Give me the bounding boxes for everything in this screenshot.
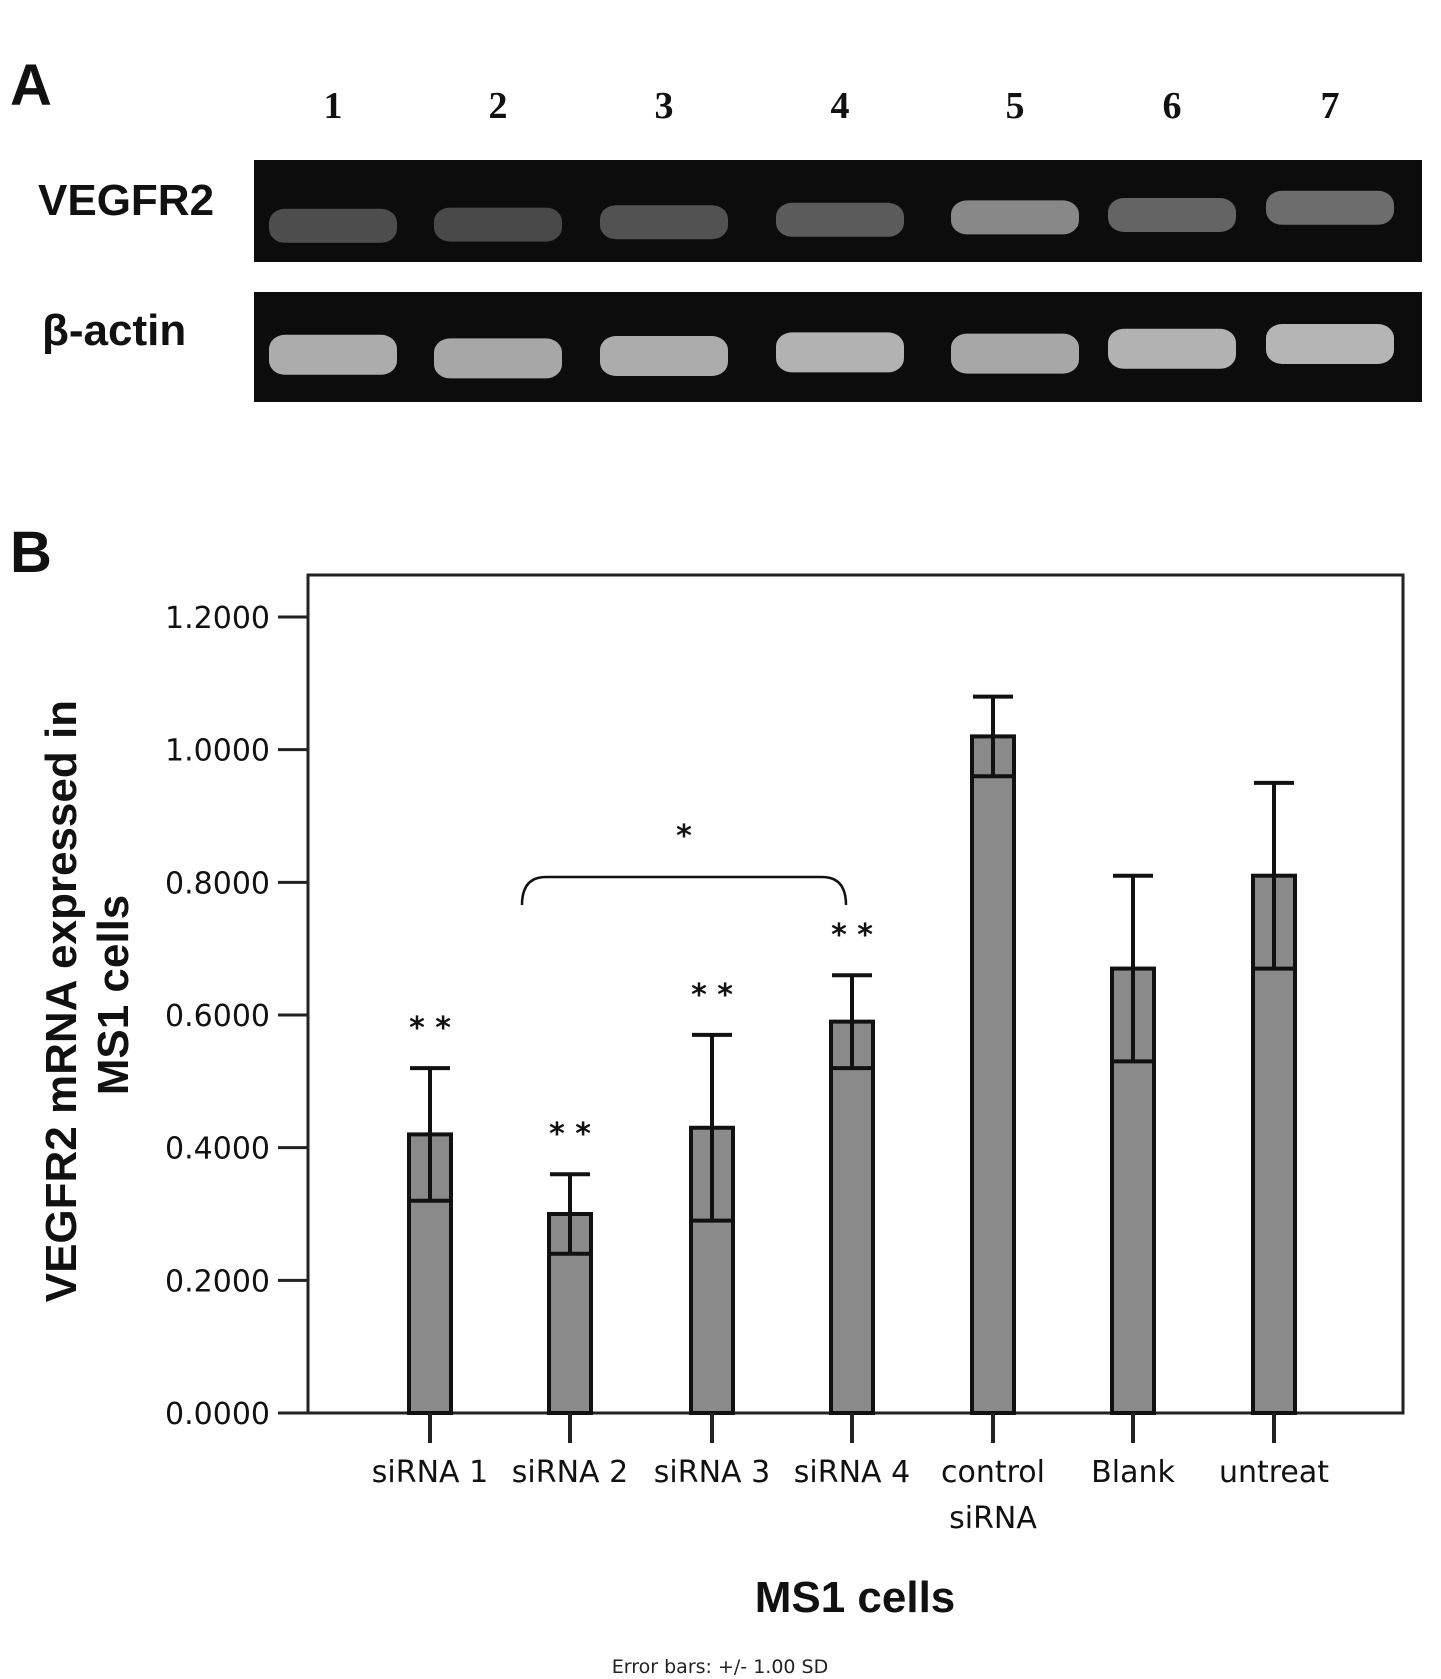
y-axis-title-line-2: MS1 cells: [89, 895, 138, 1096]
x-category-label: siRNA 2: [512, 1455, 628, 1490]
x-category-label: control: [941, 1455, 1045, 1490]
lane-number-7: 7: [1321, 85, 1340, 127]
y-tick-label: 0.8000: [165, 866, 270, 901]
panel-a-letter: A: [10, 53, 52, 118]
x-axis: siRNA 1 siRNA 2 siRNA 3 siRNA 4 control siRNA…: [372, 1413, 1329, 1536]
lane-number-2: 2: [489, 85, 508, 127]
gel-band-row2-lane5: [951, 333, 1079, 374]
lane-numbers: 1 2 3 4 5 6 7: [324, 85, 1340, 127]
gel-row-label-vegfr2: VEGFR2: [38, 176, 214, 225]
x-category-label: untreat: [1219, 1455, 1329, 1490]
x-category-label: siRNA 4: [794, 1455, 910, 1490]
gel-row-label-actin: β-actin: [42, 306, 186, 355]
y-tick-label: 0.6000: [165, 999, 270, 1034]
gel-band-row1-lane1: [269, 208, 397, 243]
gel-band-row1-lane2: [434, 207, 562, 242]
bars: [407, 694, 1297, 1416]
y-axis-title-line-1: VEGFR2 mRNA expressed in: [37, 700, 86, 1302]
gel-band-row1-lane5: [951, 200, 1079, 235]
gel-band-row2-lane6: [1108, 328, 1236, 369]
x-category-label: siRNA 1: [372, 1455, 488, 1490]
lane-number-4: 4: [831, 85, 850, 127]
significance-mark-4: * *: [831, 918, 873, 953]
x-axis-title: MS1 cells: [755, 1573, 956, 1622]
gel-band-row2-lane2: [434, 338, 562, 379]
y-tick-label: 1.2000: [165, 601, 270, 636]
panel-b-letter: B: [10, 520, 52, 585]
lane-number-5: 5: [1006, 85, 1025, 127]
lane-number-6: 6: [1163, 85, 1182, 127]
y-tick-label: 0.2000: [165, 1264, 270, 1299]
significance-mark-3: * *: [691, 978, 733, 1013]
bar-5: [970, 734, 1016, 1415]
significance-bracket: [520, 875, 848, 906]
gel-band-row2-lane3: [600, 336, 728, 376]
gel-band-row1-lane3: [600, 205, 728, 240]
y-axis: 0.0000 0.2000 0.4000 0.6000 0.8000 1.0000 1.20…: [165, 601, 308, 1432]
y-tick-label: 0.0000: [165, 1397, 270, 1432]
gel-band-row2-lane7: [1266, 324, 1394, 364]
lane-number-3: 3: [655, 85, 674, 127]
significance-mark-1: * *: [409, 1011, 451, 1046]
x-category-label: Blank: [1091, 1455, 1175, 1490]
y-axis-title: VEGFR2 mRNA expressed in MS1 cells: [37, 688, 138, 1303]
x-category-label: siRNA 3: [654, 1455, 770, 1490]
gel-band-row1-lane6: [1108, 198, 1236, 232]
y-tick-label: 1.0000: [165, 734, 270, 769]
significance-mark-2: * *: [549, 1117, 591, 1152]
bracket-significance-mark: *: [676, 819, 692, 854]
gel-bands: [269, 190, 1394, 379]
gel-band-row1-lane4: [776, 202, 904, 237]
error-bar-note: Error bars: +/- 1.00 SD: [612, 1656, 828, 1678]
lane-number-1: 1: [324, 85, 343, 127]
significance-marks: * * * * * * * * *: [409, 819, 873, 1152]
gel-band-row1-lane7: [1266, 190, 1394, 225]
y-tick-label: 0.4000: [165, 1132, 270, 1167]
gel-band-row2-lane1: [269, 334, 397, 375]
gel-band-row2-lane4: [776, 332, 904, 373]
bar-4: [829, 1019, 875, 1416]
x-category-label: siRNA: [949, 1501, 1037, 1536]
